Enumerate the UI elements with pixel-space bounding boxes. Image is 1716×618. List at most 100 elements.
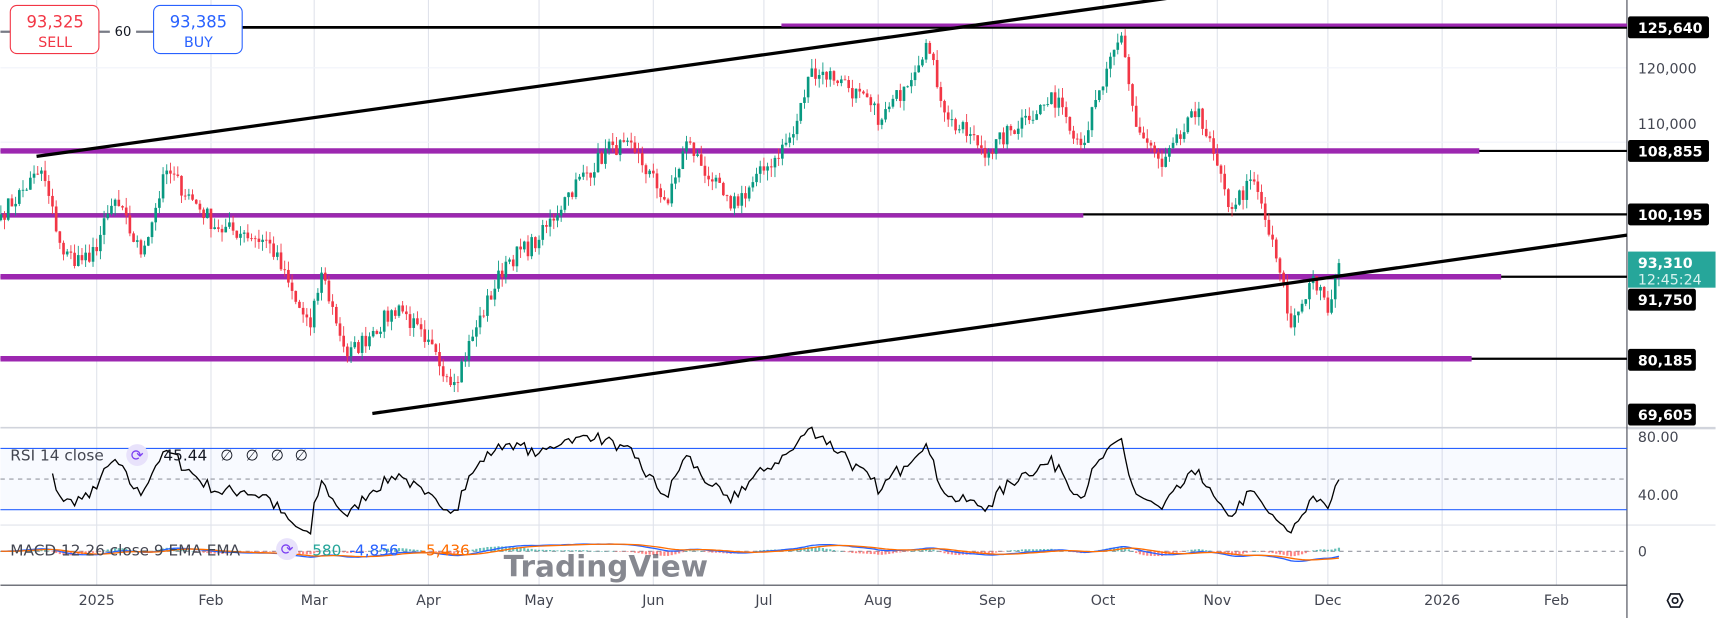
macd-title: MACD 12 26 close 9 EMA EMA — [10, 542, 240, 560]
candle-down — [401, 300, 404, 314]
macd-histogram-bar — [987, 551, 990, 554]
macd-histogram-bar — [1002, 551, 1005, 552]
macd-histogram-bar — [1009, 550, 1012, 552]
candle-down — [946, 105, 950, 127]
candle-down — [290, 274, 294, 300]
candle-down — [858, 82, 862, 98]
macd-histogram-bar — [1068, 551, 1071, 552]
candle-down — [334, 303, 338, 326]
macd-histogram-bar — [906, 551, 909, 552]
horizontal-levels[interactable] — [0, 23, 1627, 362]
macd-histogram-bar — [331, 550, 334, 552]
candle-down — [279, 243, 283, 271]
candle-up — [854, 88, 858, 103]
candle-down — [1160, 150, 1164, 177]
rsi-na-2: ∅ — [245, 446, 258, 464]
candle-up — [99, 226, 102, 260]
candle-down — [69, 245, 73, 260]
macd-histogram-bar — [910, 551, 913, 552]
macd-histogram-bar — [91, 551, 95, 553]
candle-down — [954, 117, 957, 135]
macd-histogram-bar — [434, 551, 437, 553]
macd-histogram-bar — [1286, 551, 1289, 556]
candle-up — [1016, 120, 1020, 140]
macd-refresh-icon[interactable] — [276, 538, 298, 561]
candle-up — [1098, 90, 1101, 103]
rsi-title: RSI 14 close — [10, 446, 103, 464]
macd-histogram-bar — [560, 550, 563, 552]
candle-up — [998, 132, 1002, 145]
macd-histogram-bar — [523, 547, 526, 552]
candle-down — [1227, 188, 1230, 213]
candle-down — [176, 166, 180, 178]
macd-histogram-bar — [486, 546, 489, 552]
candle-up — [1105, 61, 1109, 93]
candle-up — [1031, 110, 1035, 124]
sell-button[interactable]: 93,325 SELL — [9, 4, 100, 55]
candle-up — [957, 124, 961, 134]
candle-up — [242, 229, 246, 243]
candle-down — [1208, 131, 1212, 142]
bar-countdown: 12:45:24 — [1638, 272, 1702, 288]
candle-up — [91, 237, 95, 267]
candle-down — [744, 186, 747, 208]
macd-histogram-bar — [932, 549, 935, 552]
time-tick: Feb — [1544, 593, 1569, 609]
macd-histogram-bar — [1175, 551, 1178, 553]
candle-down — [202, 207, 205, 225]
candle-up — [873, 101, 876, 116]
candle-up — [803, 89, 806, 109]
macd-histogram-bar — [405, 548, 408, 552]
macd-histogram-bar — [947, 551, 950, 555]
rsi-legend[interactable]: RSI 14 close ⟳ 45.44 ∅ ∅ ∅ ∅ — [10, 444, 308, 466]
macd-histogram-bar — [692, 550, 695, 552]
sell-price: 93,325 — [26, 12, 83, 31]
macd-histogram-bar — [585, 550, 589, 552]
macd-histogram-bar — [891, 551, 895, 554]
trendlines[interactable] — [36, 0, 1628, 416]
candle-down — [836, 79, 839, 87]
macd-histogram-bar — [563, 550, 566, 552]
macd-histogram-bar — [357, 551, 360, 553]
candle-up — [1039, 104, 1042, 116]
candle-down — [722, 181, 725, 197]
candle-up — [452, 373, 456, 393]
rsi-refresh-icon[interactable] — [126, 444, 149, 466]
candle-up — [1020, 109, 1024, 138]
candle-up — [1101, 86, 1105, 95]
macd-histogram-bar — [711, 551, 714, 553]
macd-histogram-bar — [604, 550, 607, 552]
candle-up — [604, 139, 607, 169]
macd-histogram-bar — [1271, 551, 1274, 554]
time-axis[interactable]: 2025 Feb Mar Apr May Jun Jul Aug Sep Oct Nov Dec 202… — [79, 593, 1569, 609]
macd-histogram-bar — [1135, 551, 1138, 554]
lower-trendline[interactable] — [372, 233, 1628, 416]
upper-trendline[interactable] — [36, 0, 1171, 159]
candle-down — [1079, 132, 1083, 151]
macd-histogram-bar — [928, 549, 931, 552]
macd-histogram-bar — [1315, 549, 1318, 552]
macd-histogram-bar — [1245, 551, 1248, 553]
candle-down — [235, 230, 239, 240]
candle-up — [950, 109, 954, 127]
settings-icon[interactable] — [1666, 593, 1684, 608]
macd-histogram-bar — [1109, 547, 1112, 552]
macd-histogram-bar — [467, 550, 471, 552]
grid — [0, 0, 1627, 586]
candle-down — [272, 236, 275, 260]
macd-histogram-bar — [383, 548, 386, 552]
candle-down — [762, 157, 766, 175]
macd-legend[interactable]: MACD 12 26 close 9 EMA EMA ⟳ 580 -4,856 … — [10, 538, 470, 561]
buy-button[interactable]: 93,385 BUY — [153, 4, 243, 55]
macd-histogram-bar — [117, 548, 120, 552]
candle-down — [54, 200, 58, 233]
candle-up — [154, 203, 158, 231]
macd-histogram-bar — [412, 549, 415, 552]
macd-histogram-bar — [943, 551, 946, 554]
candle-down — [198, 200, 202, 214]
candle-up — [1005, 124, 1009, 150]
candle-down — [287, 261, 290, 288]
level-price-label: 100,195 — [1628, 203, 1709, 226]
candle-down — [305, 308, 309, 327]
